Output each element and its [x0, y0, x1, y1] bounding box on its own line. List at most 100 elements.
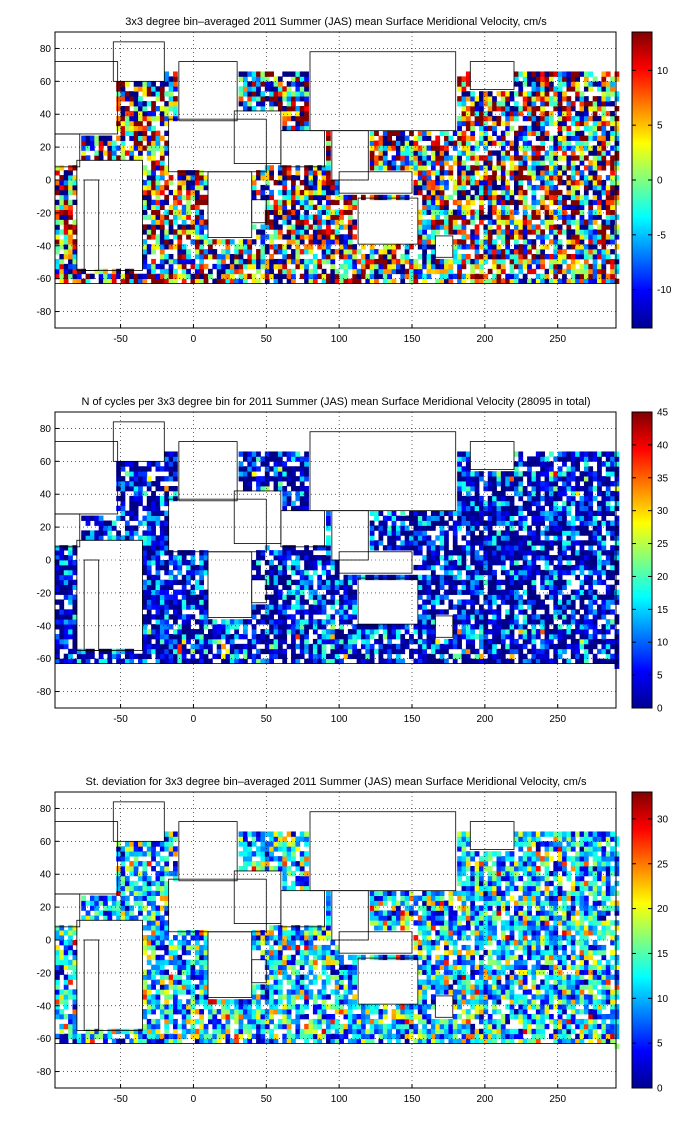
bin-cell	[544, 564, 550, 571]
bin-cell	[203, 273, 209, 280]
bin-cell	[426, 194, 432, 201]
bin-cell	[548, 239, 554, 245]
bin-cell	[452, 530, 458, 536]
bin-cell	[409, 278, 414, 284]
bin-cell	[387, 194, 392, 201]
bin-cell	[339, 244, 344, 250]
bin-cell	[391, 278, 397, 284]
bin-cell	[334, 234, 340, 240]
bin-cell	[570, 81, 576, 87]
bin-cell	[483, 594, 489, 600]
bin-cell	[352, 249, 358, 255]
bin-cell	[514, 550, 519, 556]
bin-cell	[518, 155, 524, 161]
bin-cell	[496, 560, 502, 566]
bin-cell	[522, 101, 528, 107]
bin-cell	[155, 550, 161, 556]
bin-cell	[352, 263, 358, 270]
bin-cell	[583, 194, 589, 201]
bin-cell	[173, 110, 178, 117]
bin-cell	[562, 530, 567, 536]
bin-cell	[168, 180, 174, 186]
bin-cell	[111, 140, 117, 146]
bin-cell	[256, 550, 261, 556]
bin-cell	[330, 604, 336, 610]
bin-cell	[277, 86, 283, 92]
bin-cell	[286, 254, 292, 260]
bin-cell	[570, 165, 576, 171]
bin-cell	[208, 643, 213, 650]
bin-cell	[151, 204, 156, 210]
bin-cell	[68, 214, 73, 220]
bin-cell	[326, 614, 331, 620]
bin-cell	[496, 619, 502, 625]
bin-cell	[544, 234, 550, 240]
bin-cell	[146, 189, 152, 196]
bin-cell	[286, 165, 292, 171]
bin-cell	[256, 81, 261, 87]
bin-cell	[85, 653, 91, 660]
bin-cell	[474, 564, 480, 571]
bin-cell	[553, 101, 559, 107]
bin-cell	[588, 254, 594, 260]
bin-cell	[544, 648, 550, 655]
bin-cell	[605, 273, 611, 280]
bin-cell	[295, 86, 301, 92]
bin-cell	[557, 614, 563, 620]
bin-cell	[326, 219, 331, 225]
bin-cell	[422, 624, 427, 630]
bin-cell	[518, 219, 524, 225]
bin-cell	[68, 229, 73, 235]
bin-cell	[509, 624, 515, 630]
bin-cell	[435, 180, 441, 186]
bin-cell	[177, 254, 183, 260]
bin-cell	[199, 574, 205, 581]
bin-cell	[199, 273, 205, 280]
bin-cell	[308, 584, 314, 590]
bin-cell	[221, 634, 226, 640]
bin-cell	[435, 584, 441, 590]
bin-cell	[479, 204, 484, 210]
bin-cell	[597, 604, 602, 610]
bin-cell	[63, 234, 69, 240]
bin-cell	[570, 535, 576, 541]
bin-cell	[544, 214, 550, 220]
bin-cell	[356, 634, 362, 640]
bin-cell	[269, 194, 274, 201]
bin-cell	[562, 209, 567, 215]
bin-cell	[435, 535, 441, 541]
bin-cell	[203, 234, 209, 240]
bin-cell	[291, 214, 296, 220]
bin-cell	[326, 638, 331, 645]
bin-cell	[391, 140, 397, 146]
bin-cell	[566, 569, 572, 576]
bin-cell	[540, 160, 545, 166]
bin-cell	[142, 560, 148, 566]
bin-cell	[155, 130, 161, 136]
bin-cell	[68, 268, 73, 275]
bin-cell	[321, 194, 327, 201]
bin-cell	[483, 648, 489, 655]
bin-cell	[312, 594, 318, 600]
bin-cell	[273, 234, 279, 240]
bin-cell	[177, 648, 183, 655]
bin-cell	[151, 535, 156, 541]
bin-cell	[544, 184, 550, 191]
bin-cell	[312, 564, 318, 571]
bin-cell	[522, 140, 528, 146]
bin-cell	[465, 145, 471, 151]
bin-cell	[479, 155, 484, 161]
bin-cell	[448, 564, 454, 571]
bin-cell	[98, 648, 104, 655]
bin-cell	[190, 175, 196, 181]
bin-cell	[273, 599, 279, 605]
bin-cell	[260, 71, 266, 77]
bin-cell	[457, 135, 462, 141]
bin-cell	[457, 545, 462, 551]
bin-cell	[72, 180, 78, 186]
bin-cell	[181, 604, 187, 610]
bin-cell	[601, 614, 607, 620]
bin-cell	[199, 634, 205, 640]
bin-cell	[413, 564, 419, 571]
bin-cell	[129, 91, 135, 97]
